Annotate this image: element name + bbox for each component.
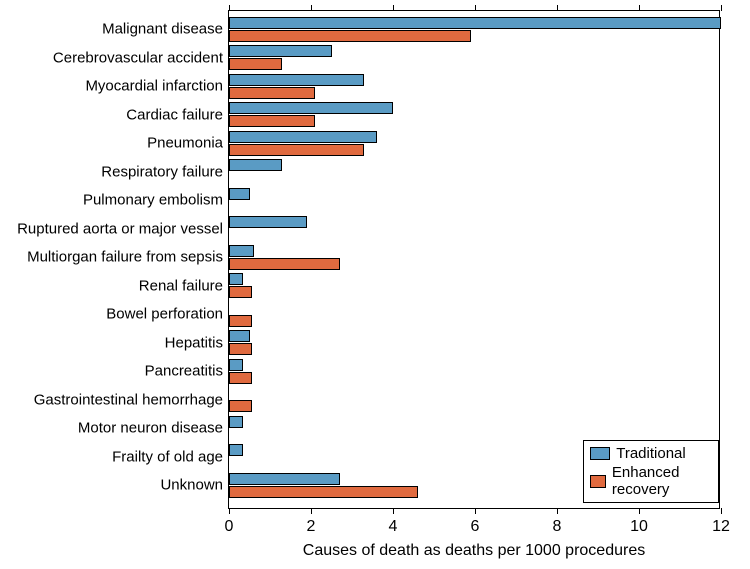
bar-enhanced — [229, 486, 418, 498]
bar-enhanced — [229, 315, 252, 327]
category-label: Frailty of old age — [112, 448, 229, 465]
bar-enhanced — [229, 343, 252, 355]
category-label: Motor neuron disease — [78, 420, 229, 437]
category-label: Pneumonia — [147, 135, 229, 152]
category-label: Unknown — [160, 477, 229, 494]
legend-swatch — [590, 447, 610, 460]
x-tick-top — [393, 5, 394, 11]
bar-traditional — [229, 74, 364, 86]
bar-traditional — [229, 473, 340, 485]
chart-container: 024681012Causes of death as deaths per 1… — [0, 0, 750, 569]
category-label: Bowel perforation — [106, 306, 229, 323]
bar-traditional — [229, 45, 332, 57]
legend: Traditional Enhanced recovery — [583, 440, 719, 503]
category-label: Hepatitis — [165, 334, 229, 351]
category-label: Ruptured aorta or major vessel — [17, 220, 229, 237]
bar-traditional — [229, 188, 250, 200]
category-label: Malignant disease — [102, 21, 229, 38]
legend-row: Enhanced recovery — [590, 464, 710, 498]
category-label: Pulmonary embolism — [83, 192, 229, 209]
category-label: Renal failure — [139, 277, 229, 294]
bar-traditional — [229, 359, 243, 371]
bar-traditional — [229, 273, 243, 285]
x-tick-top — [229, 5, 230, 11]
bar-traditional — [229, 416, 243, 428]
x-tick-top — [475, 5, 476, 11]
bar-enhanced — [229, 400, 252, 412]
x-tick-top — [311, 5, 312, 11]
bar-enhanced — [229, 58, 282, 70]
category-label: Multiorgan failure from sepsis — [27, 249, 229, 266]
bar-traditional — [229, 102, 393, 114]
category-label: Gastrointestinal hemorrhage — [34, 391, 229, 408]
bar-traditional — [229, 131, 377, 143]
bar-enhanced — [229, 258, 340, 270]
category-label: Cerebrovascular accident — [53, 49, 229, 66]
bar-traditional — [229, 159, 282, 171]
legend-label: Traditional — [616, 445, 685, 462]
x-axis-label: Causes of death as deaths per 1000 proce… — [229, 508, 719, 560]
x-tick-top — [721, 5, 722, 11]
bar-enhanced — [229, 286, 252, 298]
category-label: Pancreatitis — [145, 363, 229, 380]
bar-enhanced — [229, 30, 471, 42]
legend-label: Enhanced recovery — [612, 464, 710, 498]
category-label: Cardiac failure — [126, 106, 229, 123]
legend-swatch — [590, 475, 606, 488]
x-tick-top — [639, 5, 640, 11]
x-tick-top — [557, 5, 558, 11]
bar-enhanced — [229, 144, 364, 156]
bar-enhanced — [229, 115, 315, 127]
category-label: Respiratory failure — [101, 163, 229, 180]
bar-enhanced — [229, 87, 315, 99]
bar-traditional — [229, 245, 254, 257]
bar-traditional — [229, 17, 721, 29]
plot-area: 024681012Causes of death as deaths per 1… — [228, 10, 720, 509]
category-label: Myocardial infarction — [85, 78, 229, 95]
legend-row: Traditional — [590, 445, 710, 462]
bar-traditional — [229, 444, 243, 456]
bar-enhanced — [229, 372, 252, 384]
bar-traditional — [229, 330, 250, 342]
bar-traditional — [229, 216, 307, 228]
